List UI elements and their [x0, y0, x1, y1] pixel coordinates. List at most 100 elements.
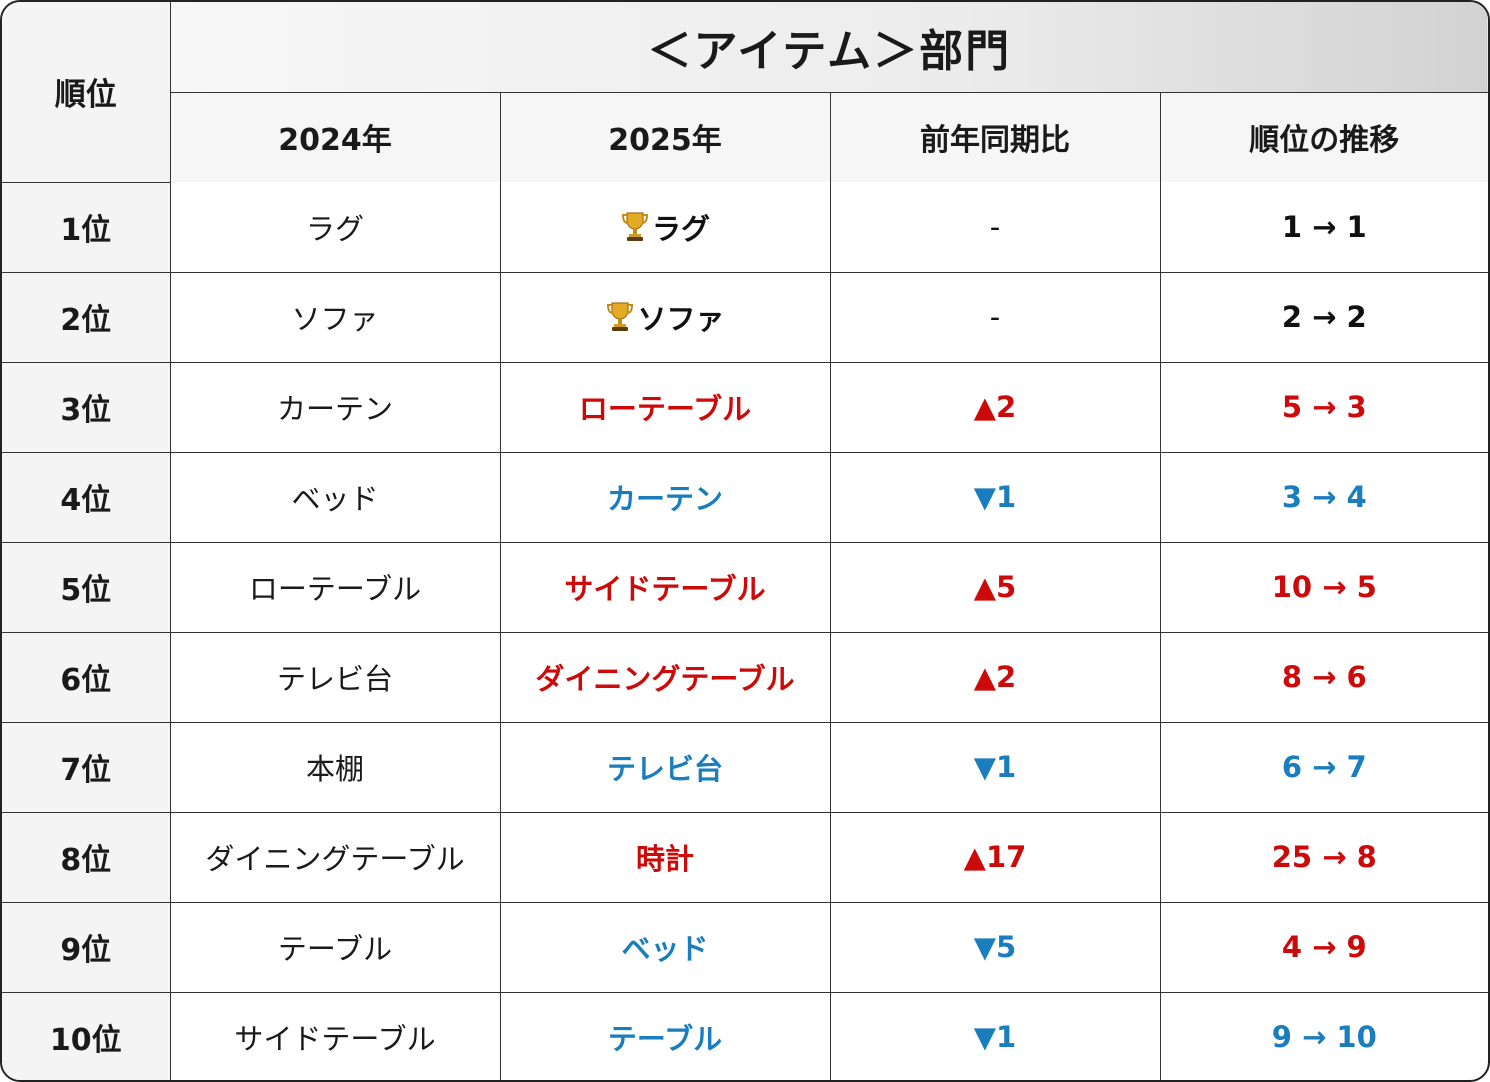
table-row: 1位 ラグ ラグ - 1 → 1 [2, 182, 1488, 273]
rank-cell: 1位 [2, 182, 171, 273]
rank-cell: 2位 [2, 271, 171, 363]
item-2025-text: ローテーブル [578, 392, 752, 426]
transition-text: 10 → 5 [1271, 570, 1377, 604]
transition-text: 1 → 1 [1281, 209, 1367, 244]
yoy-cell: ▲2 [829, 631, 1161, 723]
yoy-cell: ▼5 [829, 901, 1161, 993]
yoy-cell: ▼1 [829, 721, 1161, 813]
item-2025-cell: テレビ台 [499, 721, 831, 813]
item-2024-text: 本棚 [305, 752, 364, 786]
rank-text: 5位 [60, 573, 112, 608]
item-2025-cell: ローテーブル [499, 361, 831, 453]
header-yoy: 前年同期比 [829, 91, 1161, 182]
yoy-cell: - [829, 182, 1161, 273]
item-2024-text: ベッド [291, 482, 379, 516]
header-2025: 2025年 [499, 91, 831, 182]
item-2025-cell: 時計 [499, 811, 831, 903]
yoy-text: ▼1 [973, 1020, 1017, 1055]
transition-text: 2 → 2 [1281, 300, 1367, 334]
item-2025-text: ラグ [651, 211, 710, 246]
transition-cell: 25 → 8 [1159, 811, 1488, 903]
transition-text: 25 → 8 [1271, 840, 1377, 874]
transition-cell: 6 → 7 [1159, 721, 1488, 813]
trophy-icon [605, 300, 635, 332]
item-2024-text: ソファ [291, 302, 379, 336]
rank-text: 7位 [60, 753, 112, 788]
rank-text: 10位 [49, 1023, 122, 1059]
table-row: 8位 ダイニングテーブル 時計 ▲17 25 → 8 [2, 811, 1488, 903]
yoy-text: ▲17 [963, 840, 1027, 874]
header-2024: 2024年 [170, 91, 501, 182]
rank-text: 3位 [60, 393, 112, 428]
item-2025-text: サイドテーブル [564, 572, 766, 606]
yoy-cell: ▲2 [829, 361, 1161, 453]
table-row: 9位 テーブル ベッド ▼5 4 → 9 [2, 901, 1488, 993]
yoy-text: ▲2 [973, 660, 1017, 694]
yoy-cell: ▼1 [829, 991, 1161, 1080]
item-2024-cell: サイドテーブル [169, 991, 501, 1080]
rank-text: 6位 [60, 663, 112, 698]
transition-text: 9 → 10 [1271, 1020, 1377, 1055]
transition-cell: 9 → 10 [1159, 991, 1488, 1080]
rank-cell: 3位 [2, 361, 171, 453]
item-2025-cell: ダイニングテーブル [499, 631, 831, 723]
table-row: 4位 ベッド カーテン ▼1 3 → 4 [2, 451, 1488, 543]
yoy-text: ▼5 [973, 930, 1017, 964]
rank-text: 9位 [60, 933, 112, 968]
transition-cell: 3 → 4 [1159, 451, 1488, 543]
rank-text: 4位 [60, 483, 112, 518]
transition-cell: 1 → 1 [1159, 182, 1488, 273]
rank-text: 2位 [60, 303, 112, 338]
transition-text: 3 → 4 [1281, 480, 1367, 514]
transition-cell: 10 → 5 [1159, 541, 1488, 633]
table-row: 2位 ソファ ソファ - 2 → 2 [2, 271, 1488, 363]
rank-cell: 5位 [2, 541, 171, 633]
item-2024-cell: テーブル [169, 901, 501, 993]
table-row: 3位 カーテン ローテーブル ▲2 5 → 3 [2, 361, 1488, 453]
yoy-text: - [989, 209, 1001, 244]
table-title: ＜アイテム＞部門 [169, 2, 1488, 93]
yoy-cell: ▲17 [829, 811, 1161, 903]
transition-cell: 2 → 2 [1159, 271, 1488, 363]
rank-cell: 8位 [2, 811, 171, 903]
item-2025-text: 時計 [635, 842, 694, 876]
item-2024-text: ラグ [305, 211, 364, 246]
yoy-text: ▲5 [973, 570, 1017, 604]
rank-cell: 10位 [2, 991, 171, 1080]
ranking-rows: 1位 ラグ ラグ -1 → 1 2位 ソファ ソファ -2 → 2 3位 カーテン ローテーブル ▲2… [2, 182, 1488, 1080]
item-2025-cell: サイドテーブル [499, 541, 831, 633]
item-2025-text: ダイニングテーブル [535, 662, 795, 696]
yoy-text: ▲2 [973, 390, 1017, 424]
item-2024-text: テレビ台 [276, 662, 393, 696]
yoy-cell: - [829, 271, 1161, 363]
item-2024-cell: テレビ台 [169, 631, 501, 723]
yoy-cell: ▲5 [829, 541, 1161, 633]
yoy-text: - [989, 300, 1001, 334]
transition-cell: 4 → 9 [1159, 901, 1488, 993]
trophy-icon [620, 210, 650, 242]
item-2025-cell: カーテン [499, 451, 831, 543]
table-row: 7位 本棚 テレビ台 ▼1 6 → 7 [2, 721, 1488, 813]
item-2025-text: テレビ台 [606, 752, 723, 786]
item-2024-cell: ラグ [169, 182, 501, 273]
item-2024-cell: カーテン [169, 361, 501, 453]
rank-header: 順位 [2, 2, 171, 183]
item-2024-cell: ローテーブル [169, 541, 501, 633]
table-row: 6位 テレビ台 ダイニングテーブル ▲2 8 → 6 [2, 631, 1488, 723]
item-2024-cell: ソファ [169, 271, 501, 363]
transition-text: 6 → 7 [1281, 750, 1367, 784]
item-2025-text: テーブル [607, 1022, 723, 1057]
table-row: 10位 サイドテーブル テーブル ▼1 9 → 10 [2, 991, 1488, 1080]
transition-text: 4 → 9 [1281, 930, 1367, 964]
table-row: 5位 ローテーブル サイドテーブル ▲5 10 → 5 [2, 541, 1488, 633]
item-2025-text: カーテン [606, 482, 723, 516]
item-2024-text: ダイニングテーブル [205, 842, 465, 876]
yoy-cell: ▼1 [829, 451, 1161, 543]
item-2024-text: サイドテーブル [234, 1022, 436, 1057]
rank-text: 1位 [60, 213, 112, 248]
rank-cell: 6位 [2, 631, 171, 723]
item-2024-cell: ベッド [169, 451, 501, 543]
item-2025-cell: ベッド [499, 901, 831, 993]
